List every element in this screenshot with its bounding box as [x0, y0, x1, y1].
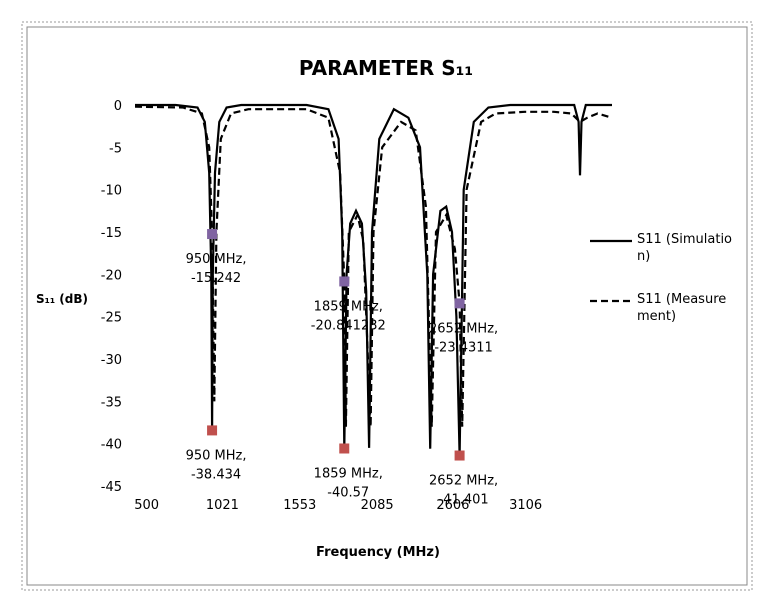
data-point [339, 443, 350, 454]
data-label: 1859 MHz, [314, 466, 383, 481]
y-tick-label: -10 [101, 184, 122, 199]
y-tick-label: -20 [101, 268, 122, 283]
x-tick-label: 2606 [436, 498, 469, 513]
data-point [454, 298, 465, 309]
y-tick-label: -5 [109, 141, 122, 156]
data-label: -40.57 [327, 485, 369, 500]
data-point [207, 425, 218, 436]
data-label: -23.4311 [434, 340, 492, 355]
chart-frame [26, 26, 748, 586]
data-label: 2652 MHz, [429, 321, 498, 336]
series-line [135, 103, 612, 456]
data-point [207, 229, 218, 240]
data-label: 1859 MHz, [314, 299, 383, 314]
data-label: -20.841232 [311, 318, 386, 333]
y-axis-label: S₁₁ (dB) [36, 292, 88, 306]
data-point [339, 276, 350, 287]
data-label: -38.434 [191, 467, 241, 482]
x-tick-label: 1553 [283, 498, 316, 513]
legend-entry: S11 (Measurement) [637, 292, 727, 324]
legend-label: S11 (Simulation) [637, 232, 733, 264]
y-tick-label: -15 [101, 226, 122, 241]
chart-title: PARAMETER S₁₁ [299, 56, 473, 80]
x-tick-label: 500 [134, 498, 159, 513]
y-tick-label: 0 [114, 99, 122, 114]
legend-label: S11 (Measurement) [637, 292, 727, 324]
data-label: 950 MHz, [186, 252, 247, 267]
legend-entry: S11 (Simulation) [637, 232, 733, 264]
x-axis-label: Frequency (MHz) [316, 545, 440, 560]
x-tick-label: 1021 [206, 498, 239, 513]
x-tick-label: 2085 [361, 498, 394, 513]
y-tick-label: -40 [101, 438, 122, 453]
data-label: -41.401 [438, 493, 488, 508]
data-label: 950 MHz, [186, 448, 247, 463]
y-tick-label: -35 [101, 395, 122, 410]
data-label: 2652 MHz, [429, 474, 498, 489]
data-label: -15.242 [191, 271, 241, 286]
outer-frame [21, 21, 753, 591]
series-line [134, 105, 613, 427]
y-tick-label: -30 [101, 353, 122, 368]
y-tick-label: -45 [101, 480, 122, 495]
data-point [454, 450, 465, 461]
x-tick-label: 3106 [509, 498, 542, 513]
y-tick-label: -25 [101, 311, 122, 326]
